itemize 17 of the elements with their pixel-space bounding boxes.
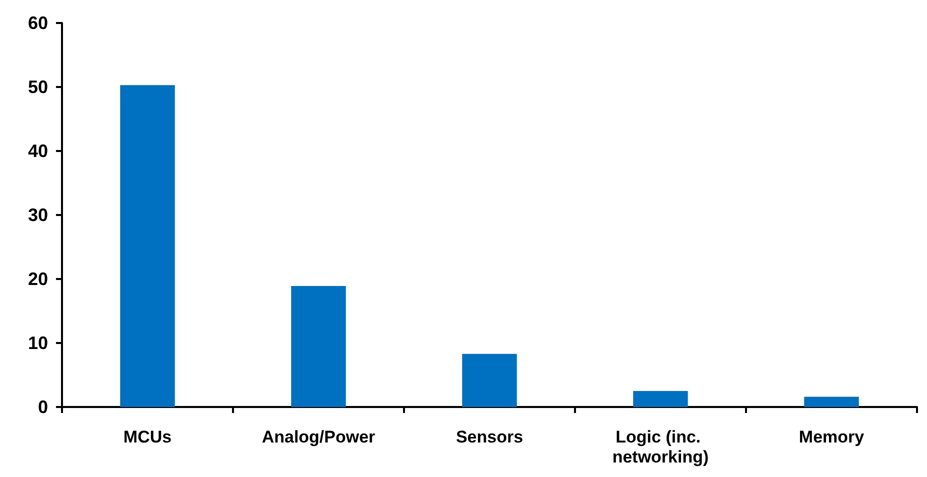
x-tick-label: MCUs	[123, 428, 172, 446]
x-tick-label: Sensors	[456, 428, 524, 446]
x-tick-label: Memory	[798, 428, 865, 446]
x-tick-label: Analog/Power	[262, 428, 376, 446]
y-tick-label: 50	[28, 77, 48, 97]
bar	[633, 391, 688, 407]
y-tick-label: 60	[28, 13, 48, 33]
y-tick-label: 40	[28, 141, 48, 161]
bar	[291, 286, 346, 407]
y-tick-label: 20	[28, 269, 48, 289]
bar	[804, 396, 859, 407]
bar	[120, 85, 175, 407]
y-tick-label: 30	[28, 205, 48, 225]
y-tick-label: 10	[28, 333, 48, 353]
y-tick-label: 0	[38, 397, 48, 417]
x-tick-label: Logic (inc. networking)	[612, 428, 709, 466]
bar	[462, 354, 517, 407]
